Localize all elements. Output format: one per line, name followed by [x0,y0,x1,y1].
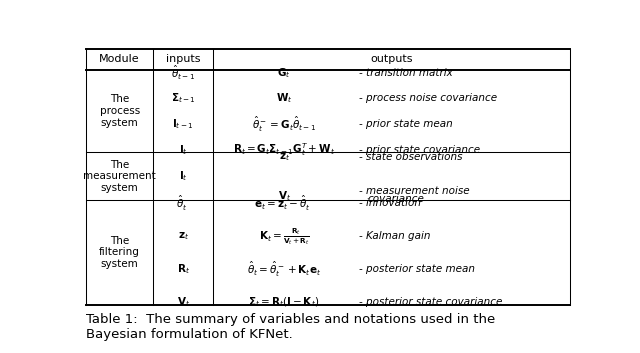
Text: $\mathbf{R}_t = \mathbf{G}_t\boldsymbol{\Sigma}_{t-1}\mathbf{G}_t^T + \mathbf{W}: $\mathbf{R}_t = \mathbf{G}_t\boldsymbol{… [233,141,335,158]
Text: $\mathbf{R}_{t}$: $\mathbf{R}_{t}$ [177,262,189,276]
Text: $\hat{\theta}_{t-1}$: $\hat{\theta}_{t-1}$ [171,64,195,82]
Text: The
process
system: The process system [100,94,140,127]
Text: $\mathbf{K}_t = \frac{\mathbf{R}_t}{\mathbf{V}_t+\mathbf{R}_t}$: $\mathbf{K}_t = \frac{\mathbf{R}_t}{\mat… [259,226,310,247]
Text: $\hat{\theta}_t^- = \mathbf{G}_t\hat{\theta}_{t-1}$: $\hat{\theta}_t^- = \mathbf{G}_t\hat{\th… [252,114,316,134]
Text: inputs: inputs [166,54,200,64]
Text: - Kalman gain: - Kalman gain [359,231,431,241]
Text: - innovation: - innovation [359,198,421,208]
Text: $\hat{\theta}_t^-$: $\hat{\theta}_t^-$ [175,193,191,213]
Text: $\boldsymbol{\Sigma}_t = \mathbf{R}_t(\mathbf{I} - \mathbf{K}_t)$: $\boldsymbol{\Sigma}_t = \mathbf{R}_t(\m… [248,295,320,309]
Text: - prior state covariance: - prior state covariance [359,145,481,155]
Text: - prior state mean: - prior state mean [359,119,453,129]
Text: $\mathbf{G}_t$: $\mathbf{G}_t$ [277,66,291,80]
Text: $\boldsymbol{\Sigma}_{t-1}$: $\boldsymbol{\Sigma}_{t-1}$ [171,91,196,105]
Text: - process noise covariance: - process noise covariance [359,94,497,103]
Text: - posterior state mean: - posterior state mean [359,264,476,274]
Text: $\mathbf{z}_t$: $\mathbf{z}_t$ [278,151,290,163]
Text: $\mathbf{V}_t$: $\mathbf{V}_t$ [278,189,291,203]
Text: $\mathbf{I}_{t}$: $\mathbf{I}_{t}$ [179,143,188,157]
Text: outputs: outputs [370,54,413,64]
Text: $\mathbf{W}_t$: $\mathbf{W}_t$ [276,91,292,105]
Text: - transition matrix: - transition matrix [359,68,453,78]
Text: $\mathbf{z}_{t}$: $\mathbf{z}_{t}$ [177,230,189,242]
Text: $\mathbf{V}_{t}$: $\mathbf{V}_{t}$ [177,295,190,309]
Text: $\mathbf{I}_{t-1}$: $\mathbf{I}_{t-1}$ [172,117,194,131]
Text: The
measurement
system: The measurement system [83,160,156,193]
Text: Table 1:  The summary of variables and notations used in the
Bayesian formulatio: Table 1: The summary of variables and no… [86,313,495,341]
Text: $\hat{\theta}_t = \hat{\theta}_t^- + \mathbf{K}_t\mathbf{e}_t$: $\hat{\theta}_t = \hat{\theta}_t^- + \ma… [247,259,321,279]
Text: - posterior state covariance: - posterior state covariance [359,297,502,307]
Text: Module: Module [99,54,140,64]
Text: - measurement noise: - measurement noise [359,186,470,196]
Text: covariance: covariance [368,194,424,204]
Text: $\mathbf{e}_t = \mathbf{z}_t - \hat{\theta}_t^-$: $\mathbf{e}_t = \mathbf{z}_t - \hat{\the… [254,193,314,213]
Text: $\mathbf{I}_{t}$: $\mathbf{I}_{t}$ [179,169,188,183]
Text: The
filtering
system: The filtering system [99,236,140,269]
Text: - state observations: - state observations [359,152,463,162]
